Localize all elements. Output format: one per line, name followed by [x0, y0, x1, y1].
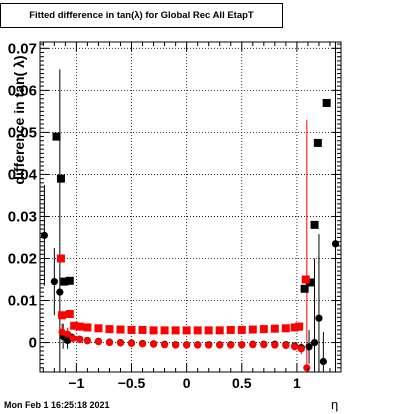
data-point-square — [237, 325, 246, 334]
data-point-square — [281, 324, 290, 333]
data-point-circle — [303, 364, 311, 372]
data-point-circle — [138, 340, 147, 348]
data-point-square — [65, 309, 74, 318]
axis-ticks: −1 −0.5 0 0.5 1 0 0.01 0.02 0.03 0.04 0.05 0.06 0.07 — [8, 40, 342, 391]
data-point-square — [171, 326, 180, 335]
data-point-circle — [50, 278, 58, 286]
data-point-square — [56, 254, 65, 263]
x-tick-label: −0.5 — [118, 375, 146, 391]
data-point-square — [310, 220, 319, 229]
data-point-square — [60, 277, 69, 286]
data-markers — [40, 98, 340, 372]
data-point-square — [56, 174, 65, 183]
data-point-square — [301, 275, 310, 284]
data-point-circle — [282, 341, 290, 350]
data-point-square — [58, 311, 67, 320]
data-point-circle — [216, 341, 224, 349]
data-point-square — [138, 325, 147, 334]
data-point-circle — [127, 339, 136, 348]
data-point-circle — [83, 337, 92, 345]
x-tick-label: −1 — [68, 375, 84, 391]
data-point-square — [149, 326, 158, 335]
data-point-square — [204, 326, 213, 335]
y-tick-label: 0.04 — [8, 166, 38, 183]
data-point-circle — [149, 340, 158, 348]
timestamp-footer: Mon Feb 1 16:25:18 2021 — [4, 400, 110, 410]
x-tick-label: 0 — [183, 375, 191, 391]
grid-lines — [40, 42, 341, 372]
data-point-square — [322, 98, 331, 107]
data-point-circle — [297, 345, 305, 353]
data-point-square — [193, 326, 202, 335]
x-tick-label: 1 — [293, 375, 301, 391]
data-point-circle — [305, 343, 313, 351]
data-point-square — [94, 324, 103, 333]
data-point-square — [70, 321, 79, 330]
data-point-square — [116, 325, 125, 334]
data-point-square — [127, 325, 136, 334]
data-point-square — [306, 278, 315, 287]
data-point-circle — [172, 341, 180, 349]
data-point-square — [290, 323, 299, 332]
data-point-square — [215, 326, 224, 335]
data-point-square — [160, 326, 169, 335]
data-point-circle — [63, 330, 72, 338]
x-axis-label: η — [331, 397, 339, 412]
plot-frame — [39, 41, 342, 373]
data-point-square — [105, 325, 114, 334]
y-tick-label: 0.01 — [8, 293, 37, 310]
data-point-circle — [58, 328, 66, 336]
data-point-circle — [238, 341, 246, 349]
data-point-circle — [271, 341, 279, 349]
y-tick-label: 0.06 — [8, 82, 37, 99]
data-point-circle — [291, 343, 299, 351]
data-point-circle — [205, 341, 213, 349]
data-point-circle — [227, 341, 235, 349]
data-point-circle — [116, 339, 125, 347]
data-point-circle — [69, 334, 77, 342]
data-point-square — [248, 325, 257, 334]
data-point-circle — [194, 341, 202, 349]
data-point-square — [270, 324, 279, 333]
data-point-circle — [160, 341, 169, 349]
data-point-circle — [56, 288, 64, 296]
data-point-circle — [76, 336, 84, 344]
data-point-circle — [94, 338, 103, 346]
data-point-circle — [315, 314, 323, 322]
data-point-circle — [105, 338, 114, 347]
data-point-square — [295, 322, 304, 331]
data-point-square — [313, 138, 322, 147]
y-axis-label: difference in tan( λ) — [11, 55, 27, 185]
data-point-circle — [310, 338, 319, 347]
data-point-circle — [183, 341, 191, 349]
data-point-square — [300, 284, 309, 293]
data-point-circle — [249, 341, 257, 349]
y-tick-label: 0.02 — [8, 250, 37, 267]
y-tick-label: 0.07 — [8, 40, 37, 57]
chart-title: Fitted difference in tan(λ) for Global R… — [0, 3, 283, 28]
data-point-square — [259, 325, 268, 334]
data-point-square — [65, 276, 74, 285]
y-tick-label: 0.05 — [8, 124, 37, 141]
data-point-circle — [319, 357, 327, 366]
data-point-square — [182, 326, 191, 335]
data-point-square — [83, 323, 92, 332]
data-point-square — [75, 322, 84, 331]
y-tick-label: 0 — [29, 335, 37, 352]
data-point-circle — [260, 341, 268, 349]
y-tick-label: 0.03 — [8, 208, 37, 225]
x-tick-label: 0.5 — [232, 375, 252, 391]
data-point-square — [52, 132, 61, 141]
data-point-square — [226, 325, 235, 334]
